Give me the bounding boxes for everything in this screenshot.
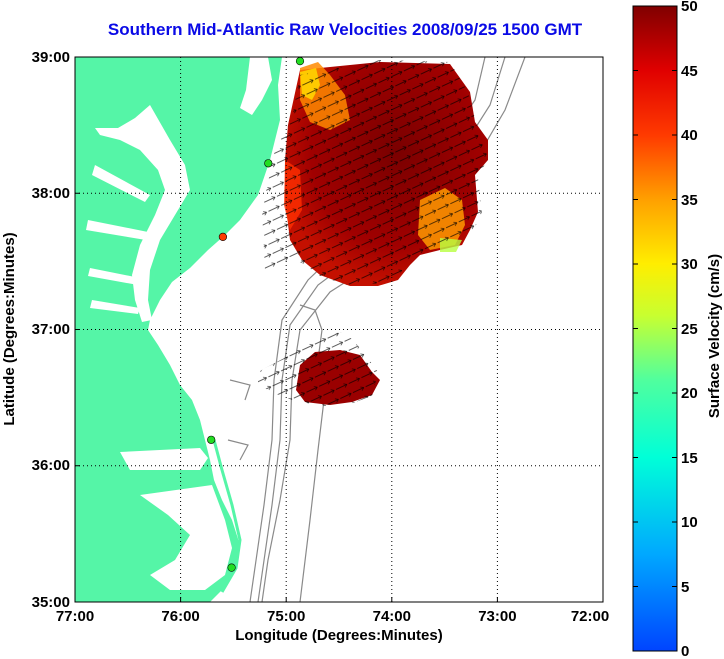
colorbar-tick-label: 5 — [681, 579, 689, 596]
colorbar-tick-label: 35 — [681, 192, 698, 209]
land-mass — [75, 57, 282, 602]
colorbar-label: Surface Velocity (cm/s) — [706, 254, 723, 418]
grid — [75, 57, 603, 602]
colorbar-tick-label: 45 — [681, 63, 698, 80]
river — [90, 300, 140, 314]
pamlico-sound — [140, 485, 232, 590]
station-marker[interactable] — [218, 232, 227, 241]
y-axis-label: Latitude (Degrees:Minutes) — [1, 232, 18, 425]
x-tick-label: 75:00 — [267, 608, 305, 625]
colorbar-tick-label: 0 — [681, 643, 689, 659]
colorbar-ticks — [633, 5, 677, 587]
y-tick-label: 37:00 — [32, 321, 70, 338]
river — [88, 268, 140, 285]
station-marker[interactable] — [227, 563, 236, 572]
colorbar-tick-label: 25 — [681, 321, 698, 338]
colorbar-tick-label: 15 — [681, 450, 698, 467]
velocity-arrows-north — [262, 60, 488, 286]
station-marker[interactable] — [207, 435, 216, 444]
x-axis-label: Longitude (Degrees:Minutes) — [235, 627, 443, 644]
colorbar-tick-label: 50 — [681, 0, 698, 15]
y-tick-label: 39:00 — [32, 49, 70, 66]
station-markers — [207, 56, 305, 572]
y-tick-label: 36:00 — [32, 457, 70, 474]
chesapeake-bay — [95, 105, 190, 322]
barrier-island — [212, 439, 242, 593]
river — [86, 220, 148, 240]
map-title: Southern Mid-Atlantic Raw Velocities 200… — [107, 20, 583, 39]
colorbar — [632, 5, 678, 652]
station-marker[interactable] — [295, 56, 305, 66]
tick-marks — [74, 56, 604, 603]
colorbar-tick-label: 40 — [681, 127, 698, 144]
velocity-arrows-south — [258, 332, 378, 406]
y-tick-label: 38:00 — [32, 185, 70, 202]
x-tick-label: 74:00 — [373, 608, 411, 625]
delaware-bay — [240, 57, 272, 115]
colorbar-tick-label: 20 — [681, 385, 698, 402]
x-tick-label: 77:00 — [56, 608, 94, 625]
colorbar-tick-label: 10 — [681, 514, 698, 531]
x-tick-label: 76:00 — [161, 608, 199, 625]
colorbar-tick-label: 30 — [681, 256, 698, 273]
x-tick-label: 72:00 — [571, 608, 609, 625]
station-marker[interactable] — [264, 159, 273, 168]
albemarle-sound — [120, 448, 208, 470]
x-tick-label: 73:00 — [478, 608, 516, 625]
y-tick-label: 35:00 — [32, 594, 70, 611]
